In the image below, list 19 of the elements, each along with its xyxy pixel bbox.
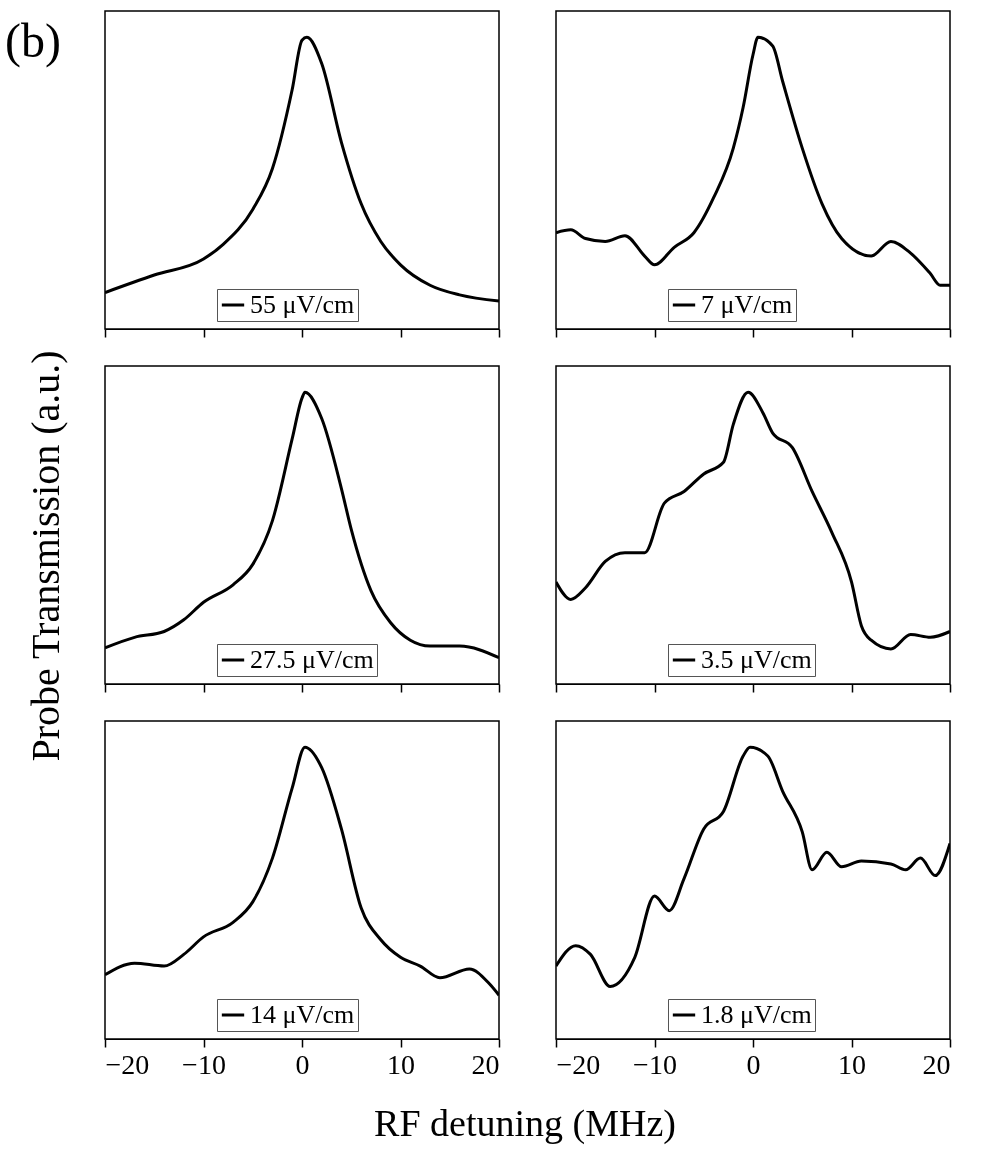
x-tick-label: −10 — [182, 1048, 226, 1080]
legend-label: 27.5 μV/cm — [250, 645, 374, 674]
legend-label: 3.5 μV/cm — [701, 645, 812, 674]
y-axis-title: Probe Transmission (a.u.) — [23, 350, 68, 762]
x-tick-label: 0 — [746, 1048, 761, 1080]
legend-label: 14 μV/cm — [250, 1000, 355, 1029]
legend-label: 55 μV/cm — [250, 290, 355, 319]
x-tick-label: 10 — [838, 1048, 866, 1080]
x-tick-label: 20 — [922, 1048, 951, 1080]
legend-label: 7 μV/cm — [701, 290, 793, 319]
x-axis-title: RF detuning (MHz) — [374, 1102, 676, 1145]
text: (b) — [5, 14, 61, 68]
legend-label: 1.8 μV/cm — [701, 1000, 812, 1029]
x-tick-label: −20 — [105, 1048, 150, 1080]
x-tick-label: 20 — [471, 1048, 500, 1080]
x-tick-label: −10 — [633, 1048, 677, 1080]
x-tick-label: 0 — [295, 1048, 310, 1080]
x-tick-label: 10 — [387, 1048, 415, 1080]
x-tick-label: −20 — [556, 1048, 601, 1080]
